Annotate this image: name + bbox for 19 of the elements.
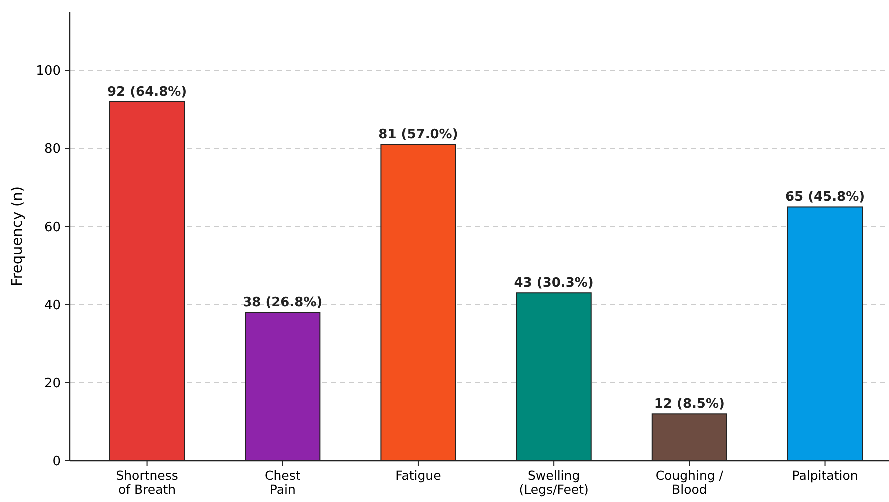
- x-tick-label: Coughing / Blood: [656, 468, 724, 497]
- data-label: 12 (8.5%): [654, 397, 725, 412]
- data-label: 38 (26.8%): [243, 296, 323, 311]
- data-label: 81 (57.0%): [378, 128, 458, 143]
- data-label: 65 (45.8%): [785, 190, 866, 206]
- y-tick-label: 100: [36, 64, 61, 80]
- y-tick-label: 60: [44, 220, 61, 236]
- data-label: 43 (30.3%): [514, 276, 594, 292]
- x-tick-label: Shortness of Breath: [116, 468, 178, 497]
- x-tick-label: Chest Pain: [265, 468, 301, 497]
- y-tick-label: 20: [44, 376, 61, 392]
- y-tick-label: 40: [44, 298, 61, 314]
- x-tick-label: Palpitation: [792, 468, 858, 483]
- x-tick-label: Fatigue: [396, 468, 442, 483]
- y-axis-title: Frequency (n): [10, 186, 26, 287]
- y-tick-label: 0: [52, 454, 61, 470]
- x-tick-label: Swelling (Legs/Feet): [519, 468, 589, 497]
- data-label: 92 (64.8%): [107, 84, 188, 100]
- y-tick-label: 80: [44, 142, 61, 158]
